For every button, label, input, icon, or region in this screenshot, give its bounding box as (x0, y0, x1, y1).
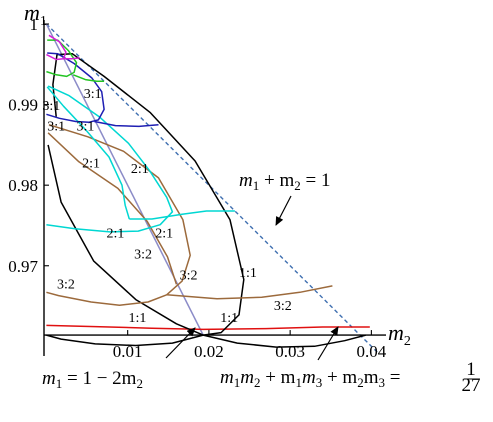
ratio-label-3: 3:1 (76, 119, 94, 134)
ratio-label-12: 1:1 (239, 266, 257, 281)
ratio-label-7: 2:1 (155, 227, 173, 242)
ratio-label-5: 2:1 (131, 162, 149, 177)
eq-fraction-den: 27 (462, 375, 481, 396)
series-black-outer (47, 53, 245, 336)
eq-boundary: m1 + m2 = 1 (239, 170, 330, 193)
ratio-label-14: 1:1 (220, 311, 238, 326)
ratio-label-0: 3:1 (84, 87, 102, 102)
eq-fraction-num: 1 (466, 359, 476, 380)
x-tick-label-1: 0.02 (194, 342, 224, 361)
eq-curve: m1m2 + m1m3 + m2m3 = (220, 367, 400, 390)
series-magenta-right (63, 57, 80, 60)
ratio-label-2: 3:1 (47, 119, 65, 134)
series-red-curve (46, 324, 370, 331)
ratio-label-13: 1:1 (128, 311, 146, 326)
series-blue (46, 52, 105, 124)
y-tick-label-0: 0.97 (8, 257, 38, 276)
ratio-label-8: 3:2 (134, 248, 152, 263)
series-brown-left (47, 132, 178, 285)
ratio-label-4: 2:1 (82, 156, 100, 171)
series-magenta (46, 34, 67, 61)
series-brown-right (46, 123, 191, 306)
ratio-label-9: 3:2 (180, 268, 198, 283)
arrow-line (165, 327, 196, 359)
x-tick-label-0: 0.01 (113, 342, 143, 361)
y-tick-label-2: 0.99 (8, 96, 38, 115)
y-axis-label: m1 (24, 0, 47, 29)
eq-line: m1 = 1 − 2m2 (42, 368, 143, 391)
series-cyan-right (129, 210, 235, 220)
ticks-layer: 0.01 0.02 0.03 0.04 0.97 0.98 0.99 1 (8, 15, 387, 361)
series-cyan-left (46, 86, 131, 220)
annotations-layer: m1 + m2 = 1 m1 = 1 − 2m2 m1m2 + m1m3 + m… (42, 170, 481, 396)
ratio-label-1: 3:1 (42, 99, 60, 114)
x-tick-label-2: 0.03 (275, 342, 305, 361)
series-cyan-main (46, 85, 174, 233)
series-blue-right (94, 120, 159, 128)
arrow-boundary (275, 195, 292, 226)
y-tick-label-3: 1 (30, 15, 39, 34)
ratio-label-10: 3:2 (57, 277, 75, 292)
series-green-right (72, 74, 105, 82)
x-axis-label: m2 (388, 320, 411, 349)
series-brown-right-curve (166, 285, 333, 300)
series-center-line (45, 23, 204, 336)
ratio-label-11: 3:2 (274, 299, 292, 314)
x-tick-label-3: 0.04 (357, 342, 387, 361)
axes-layer (43, 20, 386, 356)
ratio-labels-layer: 3:13:13:1 3:12:1 2:12:1 2:13:23:23:23:21:11… (42, 87, 291, 326)
ratio-label-6: 2:1 (107, 227, 125, 242)
y-tick-label-1: 0.98 (8, 176, 38, 195)
arrow-curve (317, 326, 339, 361)
